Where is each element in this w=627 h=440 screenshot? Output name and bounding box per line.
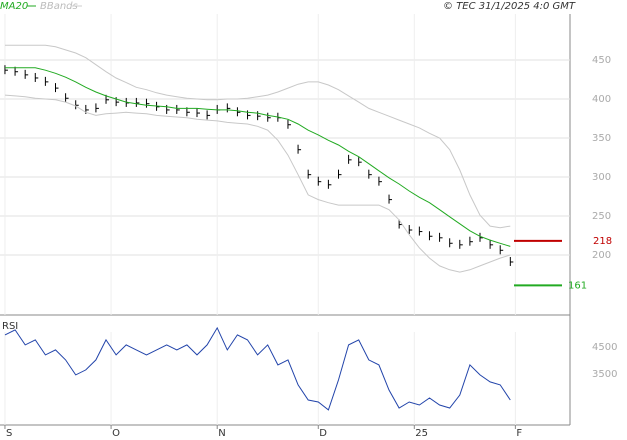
price-bar: [459, 239, 463, 249]
x-tick-label: O: [112, 428, 120, 439]
x-tick-label: N: [218, 428, 225, 439]
price-bar: [418, 226, 423, 236]
y-tick-label: 450: [592, 55, 611, 66]
y-tick-label: 4500: [592, 342, 617, 353]
bband-lower: [4, 94, 511, 273]
source: © TEC 31/1/2025 4:0 GMT: [443, 1, 576, 12]
price-bar: [307, 169, 312, 179]
price-bar: [65, 93, 69, 103]
price-bar: [327, 179, 332, 189]
price-bar: [4, 65, 8, 75]
price-bar: [236, 107, 241, 117]
price-bar: [34, 72, 39, 82]
y-tick-label: 400: [592, 94, 611, 105]
y-tick-label: 300: [592, 172, 611, 183]
target-label: 161: [568, 280, 587, 291]
price-bar: [297, 144, 302, 154]
price-bar: [348, 154, 352, 164]
price-bar: [378, 176, 382, 186]
y-tick-label: 250: [592, 211, 611, 222]
price-bar: [226, 103, 231, 113]
rsi-title: RSI: [2, 321, 18, 332]
x-tick-label: F: [516, 428, 522, 439]
price-bar: [449, 238, 453, 248]
legend-ma20: MA20: [0, 1, 28, 12]
price-bar: [145, 98, 150, 108]
legend-bbands: BBands: [40, 1, 78, 12]
price-bar: [469, 236, 473, 246]
price-bar: [368, 169, 372, 179]
price-bar: [509, 256, 514, 266]
rsi-line: [4, 326, 511, 411]
price-bar: [176, 104, 180, 114]
price-bar: [358, 157, 362, 167]
price-bar: [95, 103, 99, 113]
y-tick-label: 350: [592, 133, 611, 144]
price-bar: [398, 219, 403, 229]
bband-upper: [5, 44, 511, 229]
price-bar: [44, 76, 49, 86]
price-bar: [499, 245, 504, 255]
price-bar: [24, 69, 29, 79]
price-bar: [196, 108, 200, 118]
price-bar: [206, 110, 211, 120]
price-bar: [54, 83, 59, 93]
price-bar: [408, 225, 413, 235]
price-bar: [388, 194, 393, 204]
price-bar: [428, 231, 433, 241]
y-tick-label: 200: [592, 250, 611, 261]
price-bar: [439, 232, 443, 242]
y-tick-label: 3500: [592, 369, 617, 380]
price-bar: [287, 119, 291, 129]
price-bar: [479, 232, 483, 242]
price-bar: [75, 100, 79, 110]
price-bar: [317, 176, 322, 186]
x-tick-label: 25: [415, 428, 428, 439]
target-label: 218: [593, 236, 612, 247]
ma-line: [5, 67, 511, 247]
x-tick-label: D: [319, 428, 327, 439]
price-bar: [489, 239, 494, 249]
price-bar: [135, 97, 140, 107]
price-bar: [337, 169, 342, 179]
x-tick-label: S: [6, 428, 12, 439]
price-bar: [267, 112, 271, 122]
